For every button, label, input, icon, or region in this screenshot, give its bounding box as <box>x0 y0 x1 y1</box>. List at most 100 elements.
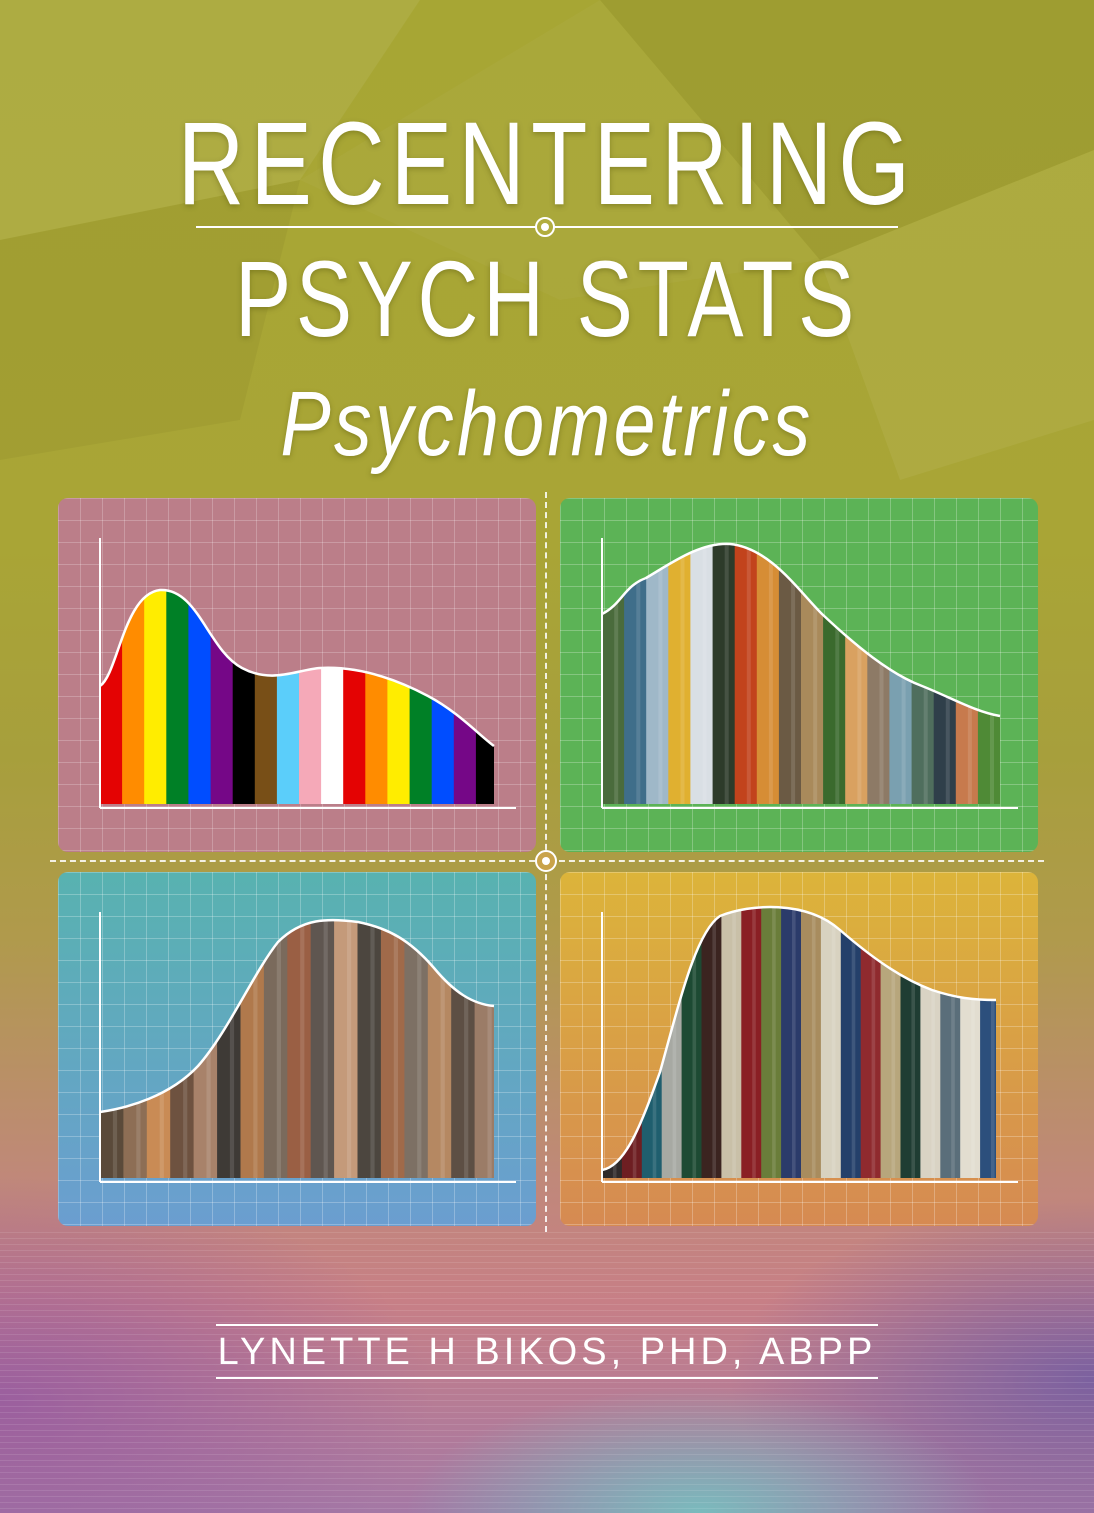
stripe-highlight <box>417 920 422 1179</box>
stripe-group <box>100 589 494 805</box>
curve-stripe <box>166 589 189 805</box>
stripe-highlight <box>813 543 818 804</box>
curve-stripe <box>840 907 862 1179</box>
curve-stripe <box>387 589 411 805</box>
stripe-highlight <box>347 920 352 1179</box>
stripe-highlight <box>658 543 663 804</box>
stripe-highlight <box>614 543 619 804</box>
background-facets <box>0 0 1094 480</box>
curve-stripe <box>940 907 961 1179</box>
author-rule-bottom <box>216 1377 878 1379</box>
curve-stripe <box>920 907 941 1179</box>
curve-stripe <box>845 543 868 804</box>
curve-stripe <box>646 543 669 804</box>
curve-stripe <box>431 589 455 805</box>
nature-curve-graphic <box>601 538 1018 809</box>
stripe-highlight <box>253 920 258 1179</box>
curve-stripe <box>778 543 802 804</box>
stripe-highlight <box>464 920 469 1179</box>
curve-stripe <box>823 543 846 804</box>
stripe-highlight <box>323 920 328 1179</box>
stripe-highlight <box>702 543 707 804</box>
stripe-highlight <box>440 920 445 1179</box>
curve-stripe <box>661 907 683 1179</box>
stripe-highlight <box>712 907 716 1179</box>
curve-stripe <box>240 920 265 1179</box>
curve-stripe <box>668 543 691 804</box>
stripe-highlight <box>112 920 118 1179</box>
curve-stripe <box>900 907 921 1179</box>
stripe-highlight <box>229 920 235 1179</box>
stripe-highlight <box>923 543 928 804</box>
curve-stripe <box>701 907 722 1179</box>
curve-stripe <box>820 907 842 1179</box>
stripe-highlight <box>971 907 975 1179</box>
curve-stripe <box>100 920 124 1179</box>
stripe-highlight <box>772 907 776 1179</box>
curve-stripe <box>334 920 359 1179</box>
curve-stripe <box>217 920 242 1179</box>
stripe-highlight <box>487 920 492 1179</box>
stripe-highlight <box>612 907 617 1179</box>
stripe-highlight <box>792 907 796 1179</box>
curve-stripe <box>955 543 979 804</box>
stripe-highlight <box>652 907 657 1179</box>
stripe-highlight <box>672 907 677 1179</box>
curve-stripe <box>690 543 714 804</box>
stripe-highlight <box>990 543 994 804</box>
curve-stripe <box>409 589 433 805</box>
curve-stripe <box>977 543 1000 804</box>
author-name: LYNETTE H BIKOS, PHD, ABPP <box>217 1331 877 1373</box>
bottom-texture <box>0 1232 1094 1513</box>
curve-stripe <box>210 589 234 805</box>
journals-curve-graphic <box>601 905 1018 1183</box>
stripe-highlight <box>911 907 915 1179</box>
curve-stripe <box>602 907 623 1179</box>
stripe-highlight <box>931 907 935 1179</box>
curve-stripe <box>380 920 405 1179</box>
stripe-highlight <box>636 543 641 804</box>
curve-stripe <box>801 907 822 1179</box>
stripe-highlight <box>831 907 836 1179</box>
stripe-highlight <box>680 543 685 804</box>
subtitle: Psychometrics <box>280 373 814 475</box>
curve-stripe <box>287 920 312 1179</box>
stripe-highlight <box>871 907 876 1179</box>
stripe-highlight <box>752 907 756 1179</box>
stripe-highlight <box>746 543 751 804</box>
stripe-highlight <box>991 907 995 1179</box>
pride-curve-graphic <box>99 538 516 809</box>
curve-stripe <box>681 907 703 1179</box>
stripe-highlight <box>393 920 398 1179</box>
stripe-highlight <box>879 543 884 804</box>
center-dot <box>535 850 557 872</box>
stripe-highlight <box>851 907 856 1179</box>
curve-outline <box>99 588 495 747</box>
curve-stripe <box>801 543 824 804</box>
curve-stripe <box>144 589 167 805</box>
curve-stripe <box>146 920 171 1179</box>
curve-stripe <box>741 907 762 1179</box>
stripe-group <box>602 543 1000 804</box>
stripe-group <box>602 907 996 1179</box>
stripe-highlight <box>945 543 950 804</box>
curve-stripe <box>781 907 802 1179</box>
stripe-highlight <box>206 920 211 1179</box>
curve-stripe <box>170 920 195 1179</box>
stripe-group <box>100 920 494 1179</box>
stripe-highlight <box>692 907 697 1179</box>
stripe-highlight <box>632 907 637 1179</box>
curve-stripe <box>960 907 981 1179</box>
curve-stripe <box>624 543 647 804</box>
curve-stripe <box>761 907 782 1179</box>
curve-stripe <box>188 589 212 805</box>
stripe-highlight <box>724 543 729 804</box>
curve-stripe <box>193 920 218 1179</box>
curve-stripe <box>254 589 278 805</box>
curve-stripe <box>734 543 758 804</box>
curve-stripe <box>404 920 429 1179</box>
curve-stripe <box>641 907 663 1179</box>
stripe-highlight <box>276 920 281 1179</box>
stripe-highlight <box>183 920 188 1179</box>
